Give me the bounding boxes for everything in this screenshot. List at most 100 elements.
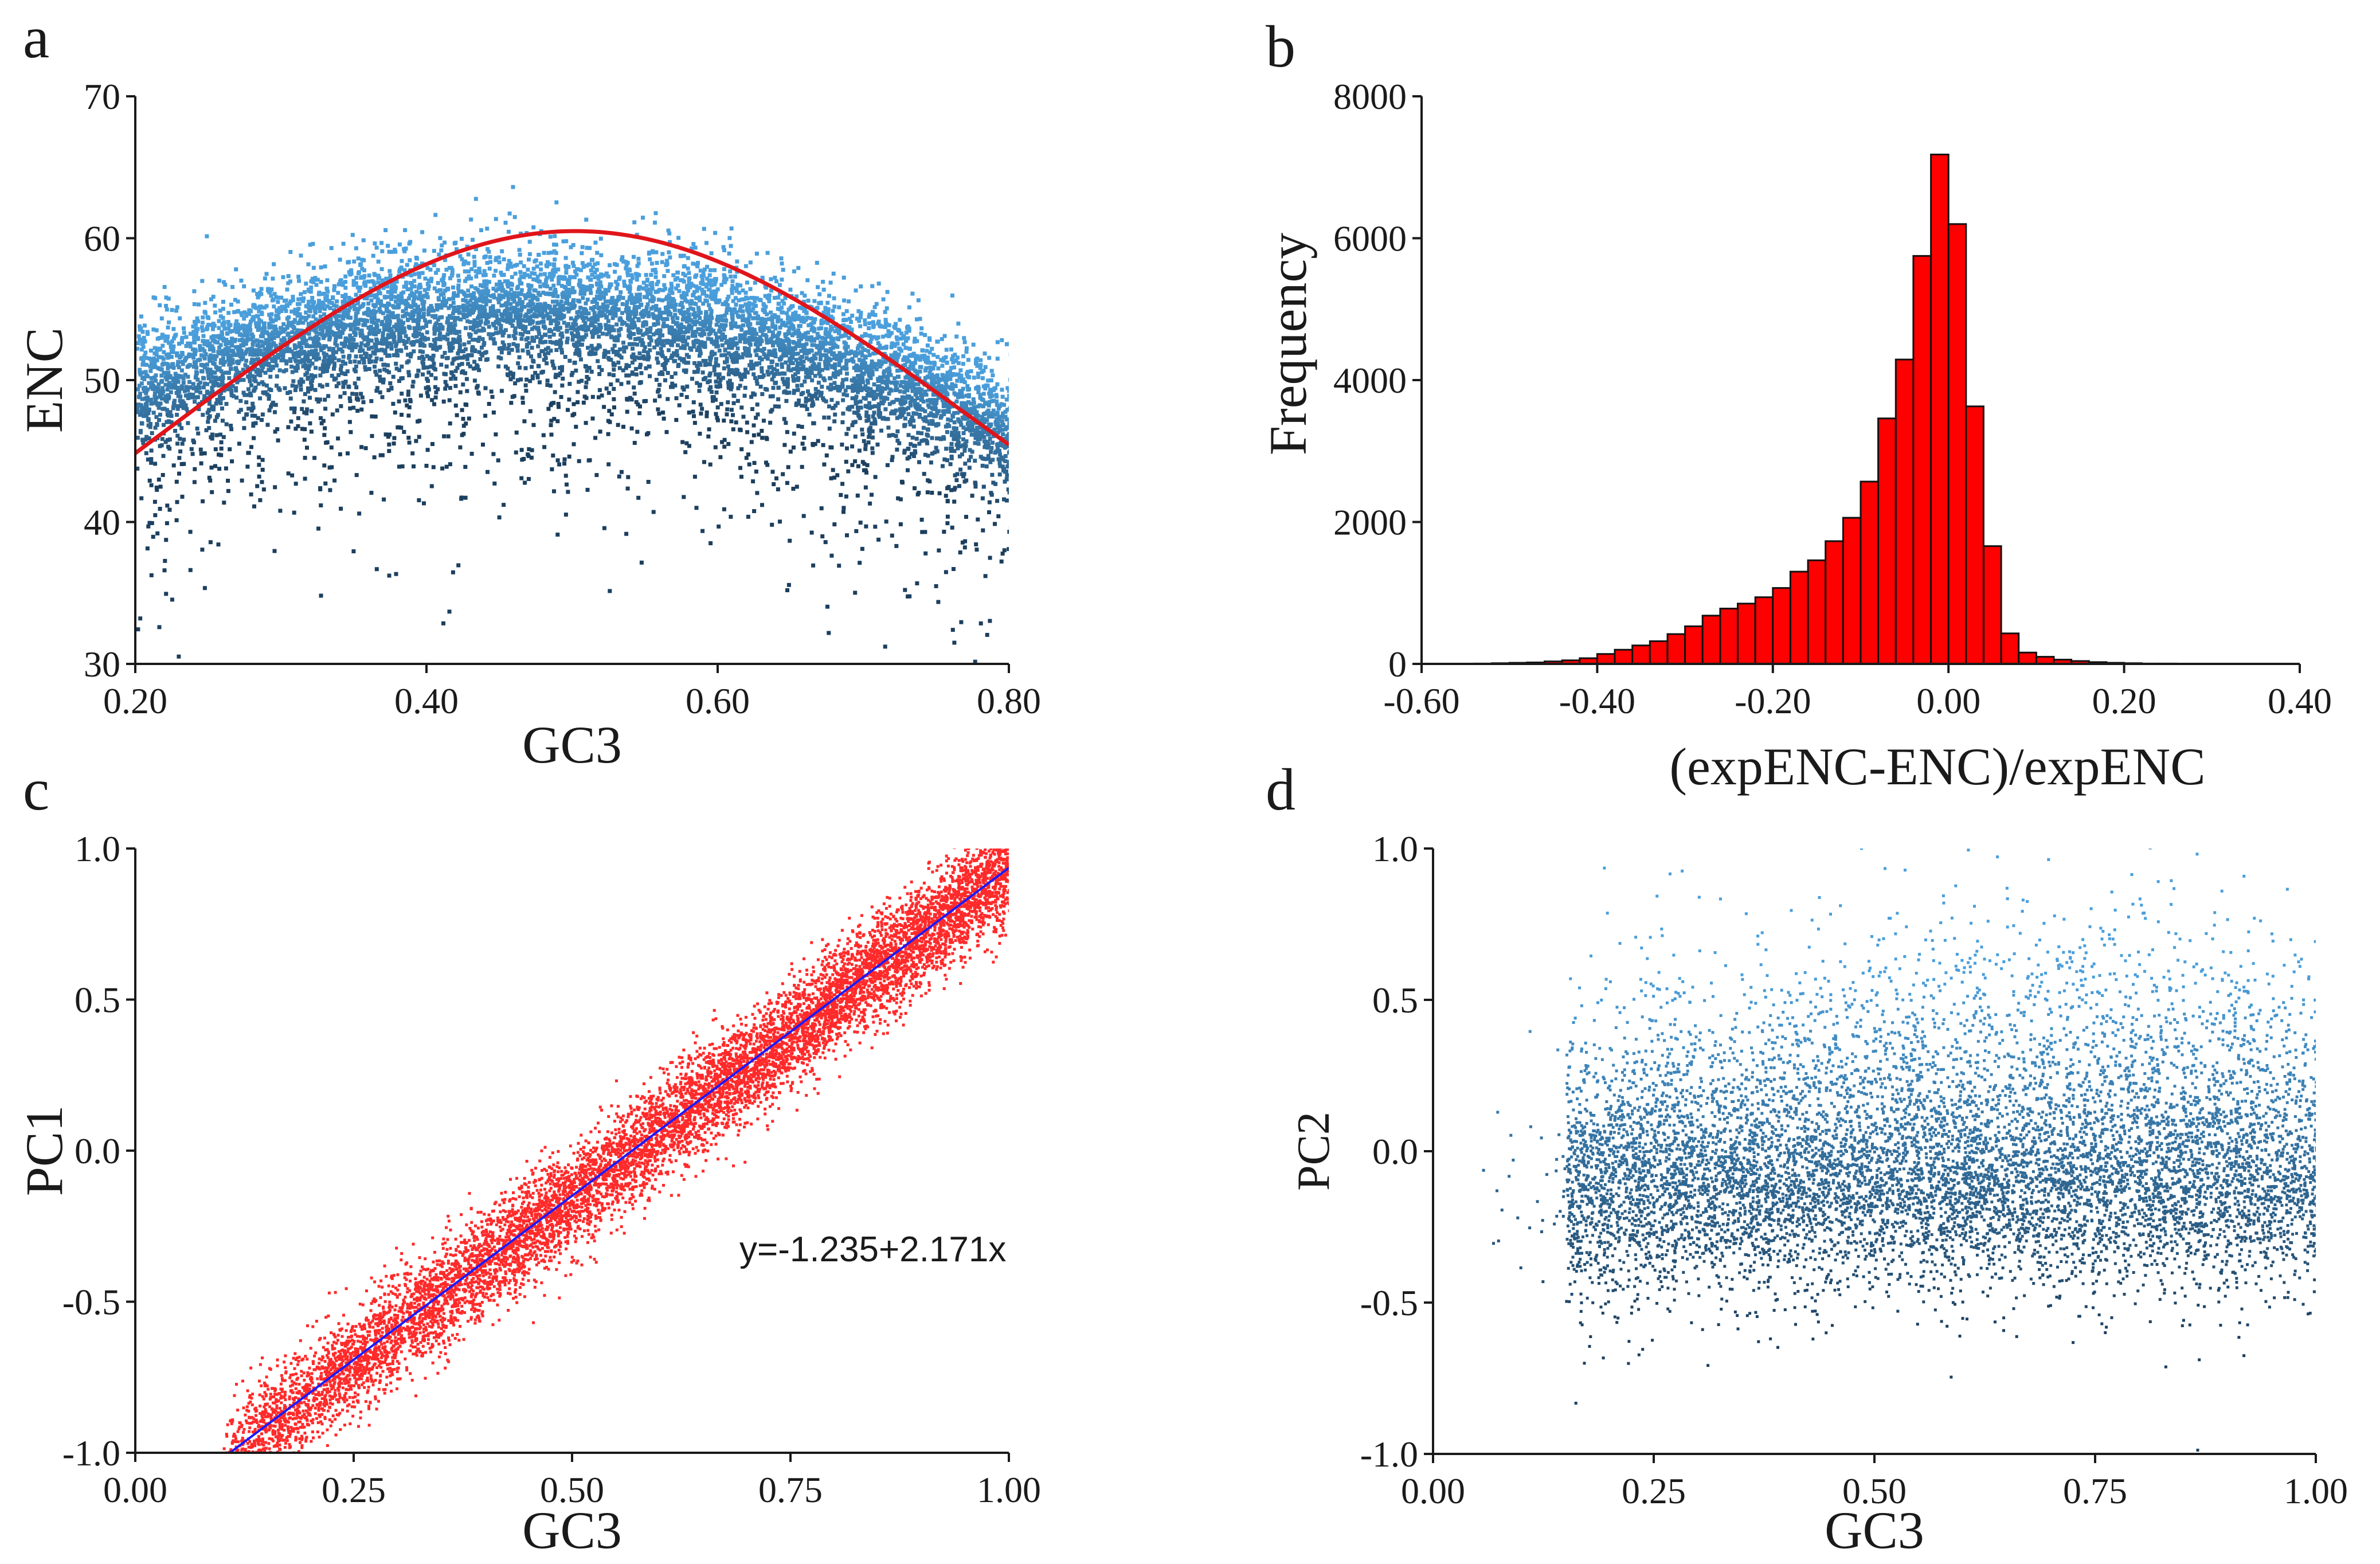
- scatter-point: [269, 312, 274, 316]
- scatter-point: [420, 354, 425, 359]
- scatter-point: [722, 507, 726, 511]
- scatter-point: [485, 226, 490, 231]
- scatter-point: [276, 355, 280, 360]
- scatter-point: [698, 343, 702, 347]
- scatter-point: [373, 369, 378, 374]
- scatter-point: [895, 369, 900, 373]
- scatter-point: [904, 382, 909, 386]
- scatter-point: [924, 366, 929, 370]
- scatter-point: [545, 378, 550, 383]
- scatter-point: [271, 400, 275, 405]
- scatter-point: [257, 455, 261, 460]
- scatter-point: [218, 394, 222, 399]
- scatter-point: [612, 397, 616, 401]
- scatter-point: [994, 449, 999, 453]
- scatter-point: [834, 370, 839, 374]
- scatter-point: [467, 340, 471, 345]
- scatter-point: [571, 402, 576, 406]
- scatter-point: [466, 353, 471, 357]
- scatter-point: [787, 347, 792, 352]
- scatter-point: [293, 365, 298, 370]
- scatter-point: [988, 436, 992, 441]
- scatter-point: [491, 304, 495, 308]
- scatter-point: [804, 399, 808, 404]
- scatter-point: [845, 533, 849, 538]
- scatter-point: [322, 463, 327, 468]
- scatter-point: [944, 390, 949, 395]
- scatter-point: [359, 329, 363, 333]
- scatter-point: [407, 373, 412, 378]
- scatter-point: [147, 436, 151, 440]
- scatter-point: [629, 273, 634, 277]
- scatter-point: [692, 370, 696, 374]
- scatter-point: [201, 339, 205, 343]
- scatter-point: [770, 318, 774, 322]
- scatter-point: [895, 380, 899, 385]
- scatter-point: [671, 320, 675, 324]
- scatter-point: [269, 287, 274, 292]
- scatter-point: [792, 390, 796, 395]
- scatter-point: [867, 365, 872, 369]
- scatter-point: [972, 376, 976, 380]
- scatter-point: [136, 410, 140, 415]
- scatter-point: [852, 410, 856, 415]
- scatter-point: [781, 377, 785, 381]
- scatter-point: [248, 328, 253, 333]
- scatter-point: [242, 310, 247, 315]
- scatter-point: [527, 257, 531, 262]
- scatter-point: [703, 267, 707, 272]
- scatter-point: [669, 339, 674, 344]
- scatter-point: [903, 400, 908, 404]
- scatter-point: [306, 386, 310, 390]
- scatter-point: [801, 364, 806, 369]
- scatter-point: [535, 274, 540, 279]
- scatter-point: [149, 483, 154, 487]
- scatter-point: [377, 308, 382, 312]
- scatter-point: [256, 416, 260, 420]
- scatter-point: [190, 452, 195, 456]
- scatter-point: [303, 427, 307, 432]
- scatter-point: [923, 359, 928, 363]
- scatter-point: [804, 310, 809, 315]
- scatter-point: [519, 260, 523, 265]
- scatter-point: [174, 518, 179, 522]
- scatter-point: [449, 304, 453, 308]
- scatter-point: [950, 357, 954, 362]
- scatter-point: [866, 349, 871, 353]
- scatter-point: [551, 363, 555, 367]
- scatter-point: [389, 314, 393, 319]
- scatter-point: [784, 398, 789, 403]
- scatter-point: [380, 319, 385, 324]
- scatter-point: [380, 249, 385, 253]
- scatter-point: [382, 367, 387, 372]
- scatter-point: [428, 267, 433, 272]
- scatter-point: [564, 271, 569, 275]
- scatter-point: [176, 359, 181, 364]
- scatter-point: [754, 331, 758, 336]
- scatter-point: [770, 470, 775, 474]
- scatter-point: [557, 462, 562, 467]
- scatter-point: [177, 654, 181, 659]
- scatter-point: [801, 359, 806, 364]
- scatter-point: [347, 345, 352, 350]
- scatter-point: [234, 388, 238, 393]
- scatter-point: [167, 437, 172, 441]
- scatter-point: [729, 514, 733, 519]
- scatter-point: [665, 324, 669, 329]
- scatter-point: [226, 326, 231, 331]
- scatter-point: [417, 498, 421, 502]
- scatter-point: [713, 293, 718, 298]
- scatter-point: [598, 236, 603, 241]
- scatter-point: [809, 530, 814, 535]
- scatter-point: [704, 312, 708, 316]
- scatter-point: [374, 389, 379, 393]
- scatter-point: [876, 408, 881, 413]
- scatter-point: [494, 268, 498, 273]
- scatter-point: [741, 314, 745, 318]
- scatter-point: [539, 370, 544, 375]
- scatter-point: [675, 343, 680, 347]
- scatter-point: [797, 339, 801, 343]
- scatter-point: [438, 236, 443, 240]
- scatter-point: [497, 293, 502, 298]
- scatter-point: [734, 302, 738, 307]
